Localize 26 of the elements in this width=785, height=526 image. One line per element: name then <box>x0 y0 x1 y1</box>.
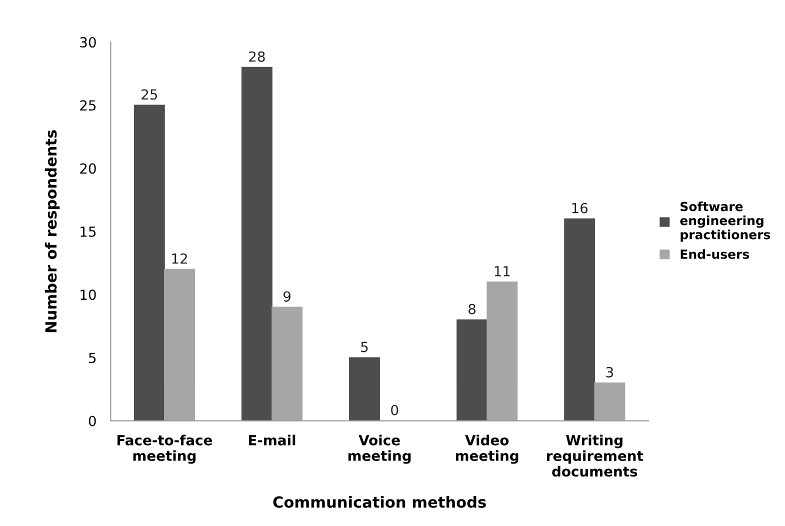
legend-label: End-users <box>680 249 750 259</box>
x-tick-label: Writing requirement documents <box>547 434 644 477</box>
data-label: 25 <box>142 89 158 100</box>
x-tick-label: Face-to-face meeting <box>117 434 212 464</box>
x-tick-label: Voice meeting <box>348 434 411 464</box>
y-tick-label: 25 <box>80 100 96 111</box>
data-label: 12 <box>172 253 187 264</box>
y-tick-label: 10 <box>80 290 96 300</box>
y-tick-label: 5 <box>89 352 96 364</box>
legend-label: Software engineering practitioners <box>680 202 770 242</box>
data-label: 8 <box>468 304 476 314</box>
y-tick-label: 15 <box>80 226 96 237</box>
data-label: 3 <box>606 366 613 378</box>
data-label: 11 <box>494 266 510 276</box>
data-label: 5 <box>361 342 368 352</box>
y-tick-label: 0 <box>88 416 96 426</box>
data-label: 28 <box>249 51 265 62</box>
x-tick-label: E-mail <box>248 434 296 446</box>
data-label: 9 <box>284 291 290 302</box>
x-tick-label: Video meeting <box>456 434 518 464</box>
data-label: 16 <box>572 202 588 214</box>
data-label: 0 <box>391 404 398 416</box>
y-tick-label: 20 <box>80 163 96 174</box>
y-tick-label: 30 <box>80 37 96 48</box>
y-axis-title: Number of respondents <box>44 130 60 332</box>
x-axis-title: Communication methods <box>273 496 486 508</box>
